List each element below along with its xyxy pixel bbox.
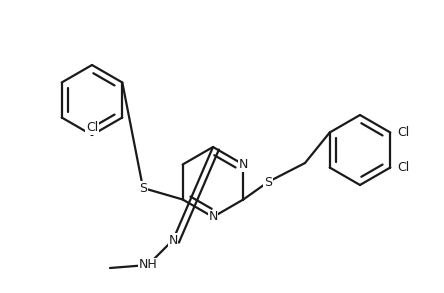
Text: Cl: Cl [398, 126, 410, 139]
Text: N: N [168, 234, 178, 246]
Text: S: S [264, 176, 272, 188]
Text: S: S [139, 181, 147, 195]
Text: Cl: Cl [398, 161, 410, 174]
Text: NH: NH [139, 258, 157, 272]
Text: N: N [208, 210, 218, 224]
Text: N: N [238, 158, 248, 171]
Text: Cl: Cl [86, 121, 98, 134]
